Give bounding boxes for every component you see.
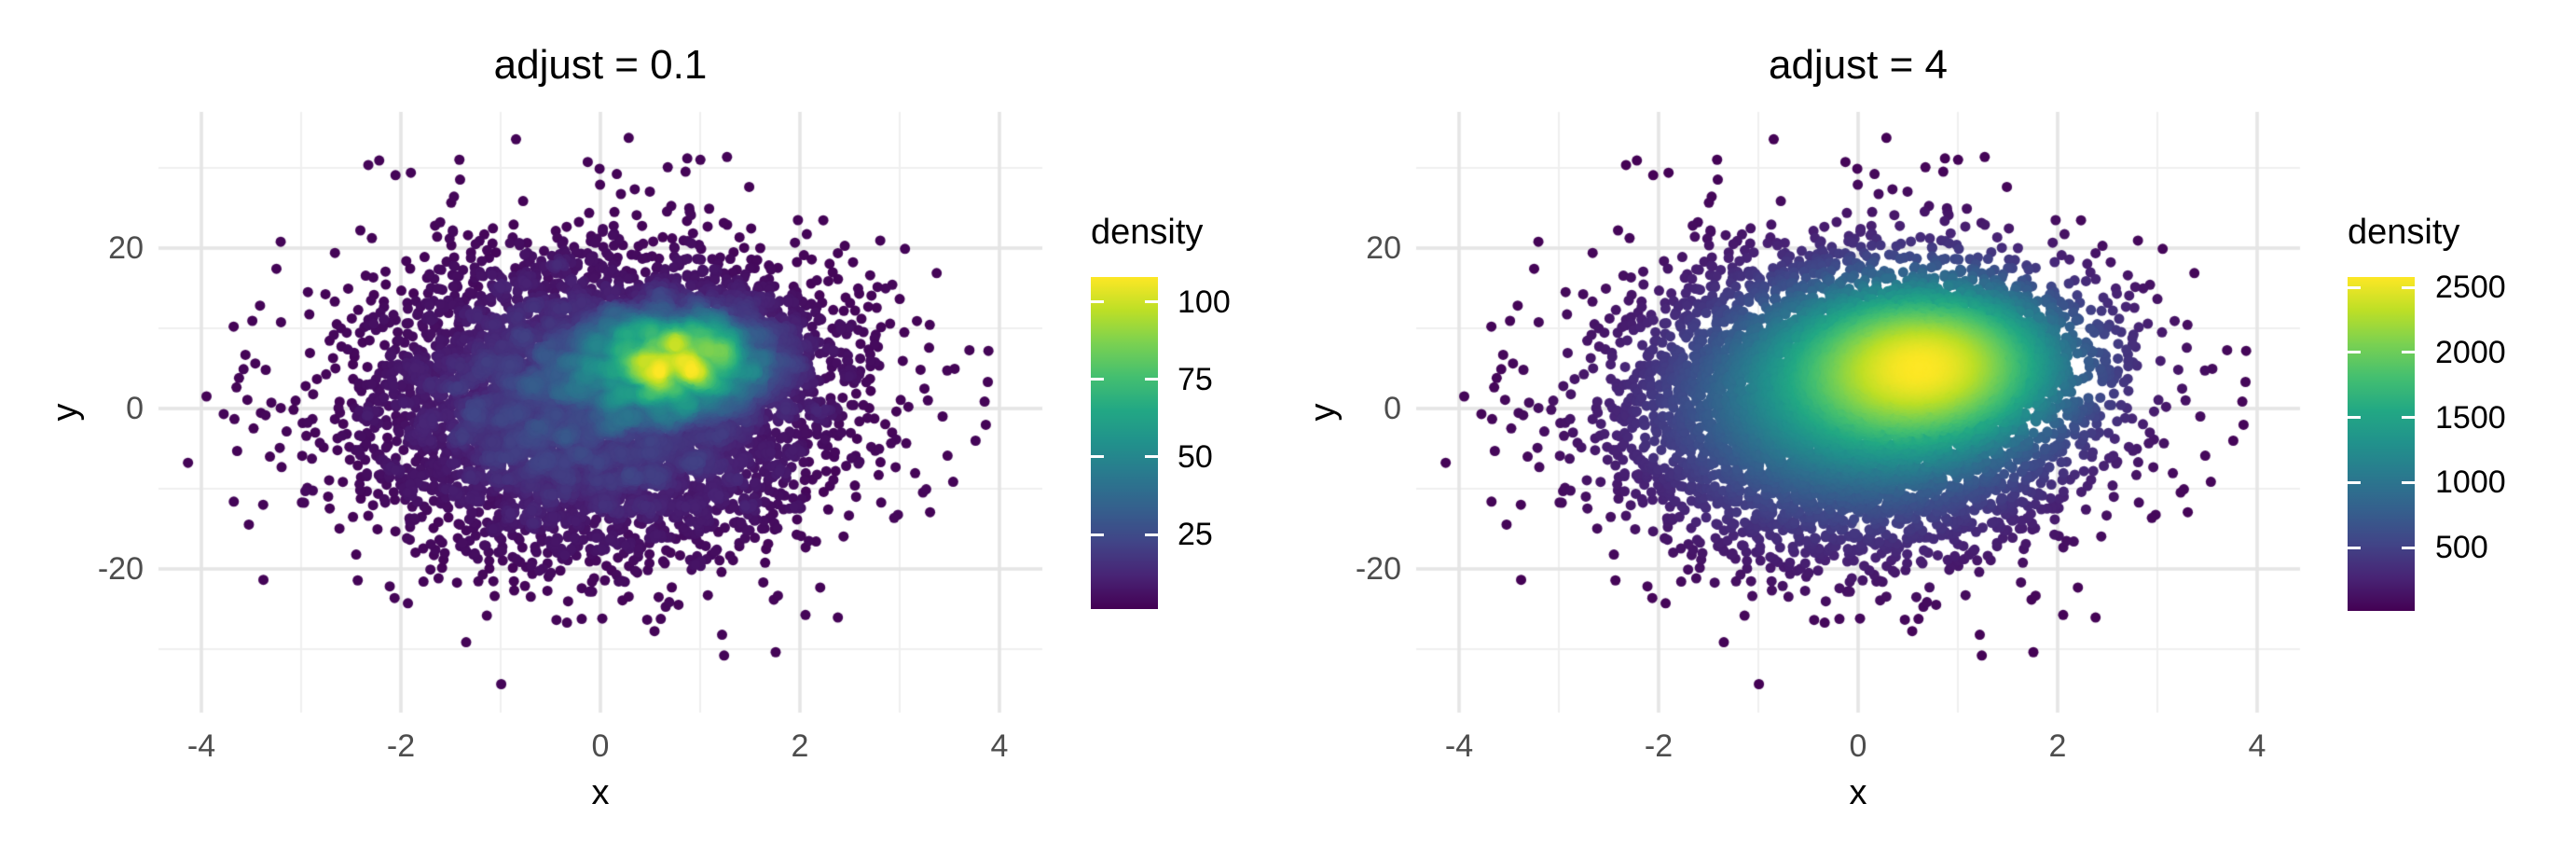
legend-colorbar-right bbox=[2348, 277, 2415, 611]
legend-tick-mark bbox=[1145, 300, 1158, 304]
legend-tick-mark bbox=[2402, 351, 2415, 354]
y-tick-label: 20 bbox=[1366, 230, 1401, 266]
legend-tick-label: 100 bbox=[1178, 284, 1231, 320]
legend-tick-label: 1000 bbox=[2435, 464, 2506, 501]
legend-tick-mark bbox=[1091, 300, 1104, 304]
legend-tick-mark bbox=[1145, 378, 1158, 381]
y-tick-label: 0 bbox=[126, 391, 144, 426]
x-tick-label: -2 bbox=[386, 728, 416, 764]
y-tick-label: -20 bbox=[97, 551, 144, 587]
x-tick-label: 0 bbox=[591, 728, 610, 764]
legend-colorbar-left bbox=[1091, 277, 1158, 609]
legend-tick-mark bbox=[2402, 480, 2415, 484]
x-tick-label: 2 bbox=[791, 728, 809, 764]
x-tick-label: -4 bbox=[186, 728, 216, 764]
legend-tick-mark bbox=[1091, 533, 1104, 536]
legend-tick-mark bbox=[1091, 378, 1104, 381]
legend-title-right: density bbox=[2348, 213, 2460, 252]
x-tick-label: 2 bbox=[2048, 728, 2067, 764]
legend-tick-mark bbox=[1145, 533, 1158, 536]
legend-tick-mark bbox=[2402, 416, 2415, 420]
x-axis-title-right: x bbox=[1849, 773, 1867, 812]
legend-tick-mark bbox=[2402, 546, 2415, 549]
x-tick-label: 4 bbox=[2248, 728, 2266, 764]
x-tick-label: -4 bbox=[1444, 728, 1474, 764]
y-tick-label: 20 bbox=[108, 230, 144, 266]
legend-tick-mark bbox=[2348, 546, 2361, 549]
legend-tick-label: 500 bbox=[2435, 530, 2488, 566]
y-tick-label: 0 bbox=[1384, 391, 1401, 426]
legend-tick-label: 75 bbox=[1178, 361, 1213, 397]
legend-tick-label: 25 bbox=[1178, 517, 1213, 553]
legend-tick-label: 2000 bbox=[2435, 334, 2506, 370]
panel-title-right: adjust = 4 bbox=[1768, 42, 1949, 88]
legend-tick-mark bbox=[1145, 455, 1158, 459]
legend-tick-mark bbox=[1091, 455, 1104, 459]
x-tick-label: -2 bbox=[1644, 728, 1674, 764]
x-tick-label: 0 bbox=[1849, 728, 1867, 764]
legend-tick-mark bbox=[2348, 480, 2361, 484]
x-axis-title-left: x bbox=[591, 773, 610, 812]
panel-title-left: adjust = 0.1 bbox=[493, 42, 708, 88]
legend-tick-mark bbox=[2402, 285, 2415, 289]
x-tick-label: 4 bbox=[990, 728, 1009, 764]
legend-tick-mark bbox=[2348, 351, 2361, 354]
legend-tick-label: 2500 bbox=[2435, 270, 2506, 306]
y-tick-label: -20 bbox=[1355, 551, 1401, 587]
legend-title-left: density bbox=[1091, 213, 1204, 252]
legend-tick-mark bbox=[2348, 416, 2361, 420]
legend-tick-label: 1500 bbox=[2435, 399, 2506, 436]
legend-tick-mark bbox=[2348, 285, 2361, 289]
legend-tick-label: 50 bbox=[1178, 438, 1213, 475]
